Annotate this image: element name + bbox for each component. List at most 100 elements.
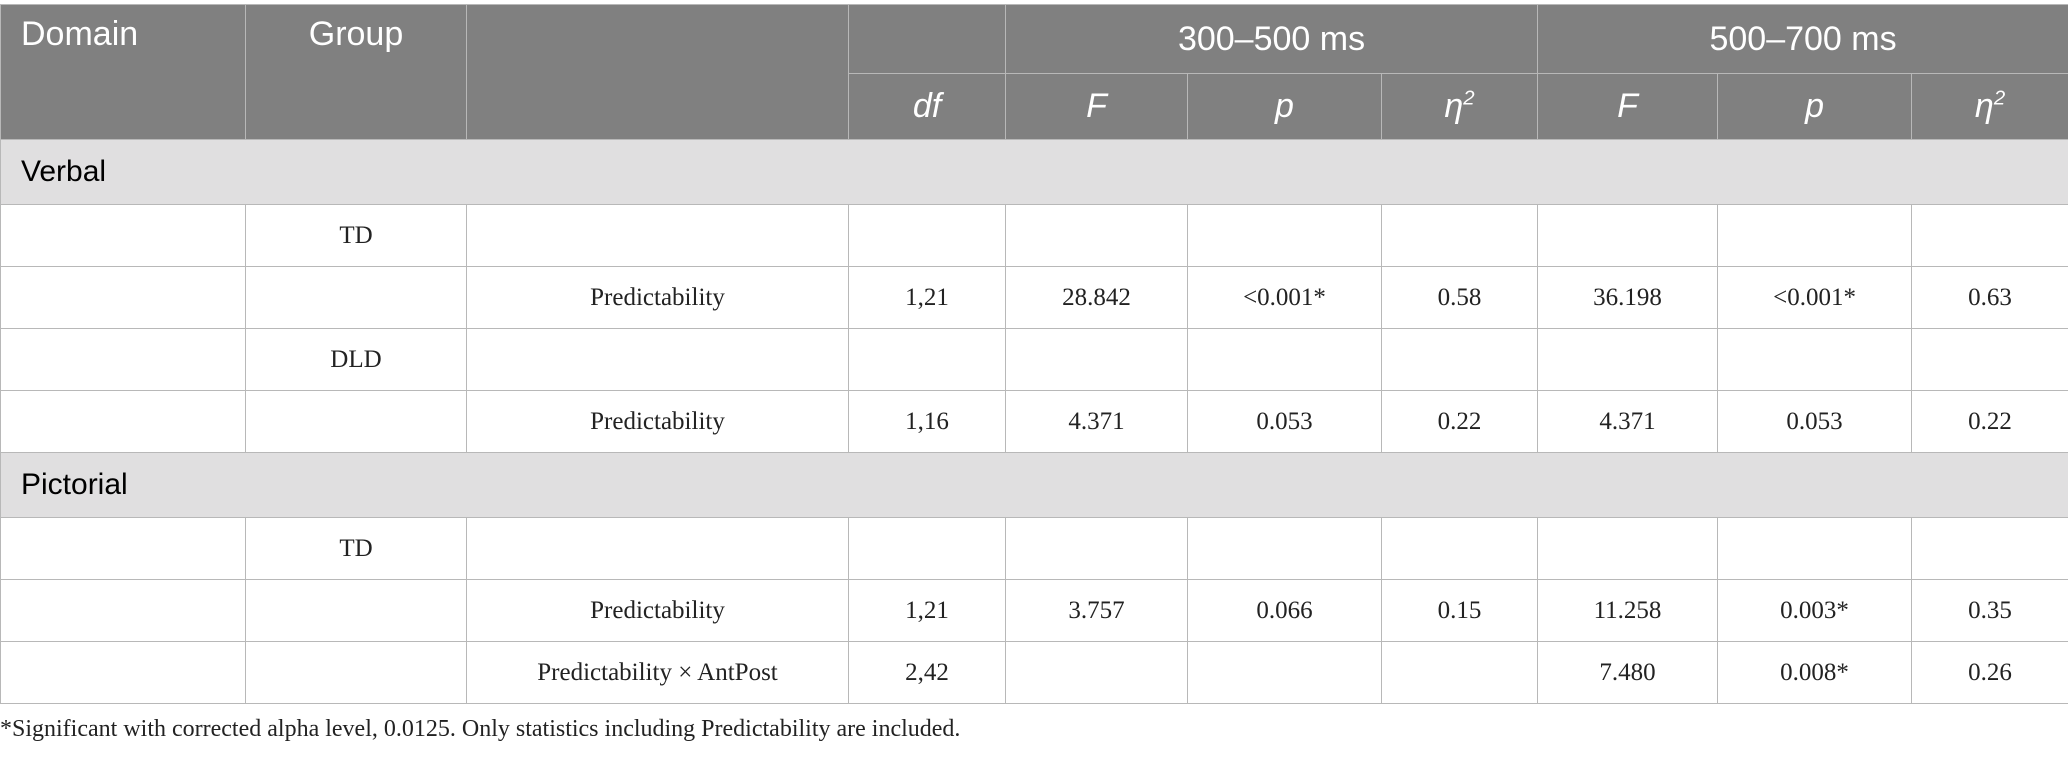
header-cell: df	[848, 73, 1006, 140]
header-cell: F	[1005, 73, 1188, 140]
cell: 0.22	[1380, 390, 1539, 453]
cell	[1911, 517, 2068, 580]
cell: 4.371	[1005, 390, 1188, 453]
cell	[0, 266, 246, 329]
cell	[1187, 641, 1382, 704]
cell	[1187, 328, 1382, 391]
cell	[245, 641, 467, 704]
cell: <0.001*	[1187, 266, 1382, 329]
cell	[1380, 641, 1539, 704]
cell	[1187, 517, 1382, 580]
cell: 0.003*	[1717, 579, 1913, 642]
cell: Predictability	[466, 266, 849, 329]
cell	[1005, 517, 1188, 580]
cell: 1,21	[848, 266, 1006, 329]
cell: 0.26	[1911, 641, 2068, 704]
header-row: df F p η2 F p η2	[1, 73, 2068, 140]
data-row: Predictability 1,16 4.371 0.053 0.22 4.371 0.0…	[0, 390, 2068, 453]
cell	[466, 328, 849, 391]
cell	[0, 517, 246, 580]
cell: <0.001*	[1717, 266, 1913, 329]
cell	[1380, 517, 1539, 580]
cell	[1537, 328, 1719, 391]
header-cell: p	[1187, 73, 1382, 140]
cell: 1,21	[848, 579, 1006, 642]
cell	[1380, 204, 1539, 267]
cell: 0.58	[1380, 266, 1539, 329]
cell	[1005, 328, 1188, 391]
footnote: *Significant with corrected alpha level,…	[0, 716, 961, 742]
header-cell: p	[1717, 73, 1913, 140]
cell: Predictability × AntPost	[466, 641, 849, 704]
data-row: TD	[0, 517, 2068, 580]
section-row: Pictorial	[0, 452, 2068, 518]
cell: 11.258	[1537, 579, 1719, 642]
header-row: Domain Group 300–500 ms 500–700 ms	[0, 4, 2068, 140]
section-row: Verbal	[0, 139, 2068, 205]
cell	[0, 328, 246, 391]
cell: 3.757	[1005, 579, 1188, 642]
cell: TD	[245, 204, 467, 267]
cell	[1717, 328, 1913, 391]
cell	[466, 204, 849, 267]
cell	[848, 328, 1006, 391]
cell: 2,42	[848, 641, 1006, 704]
cell: 28.842	[1005, 266, 1188, 329]
data-row: Predictability 1,21 28.842 <0.001* 0.58 36.19…	[0, 266, 2068, 329]
cell	[245, 390, 467, 453]
data-row: Predictability 1,21 3.757 0.066 0.15 11.258 0.…	[0, 579, 2068, 642]
cell: 0.066	[1187, 579, 1382, 642]
data-row: DLD	[0, 328, 2068, 391]
cell	[245, 266, 467, 329]
cell	[848, 517, 1006, 580]
header-cell: Group	[245, 4, 467, 140]
data-row: Predictability × AntPost 2,42 7.480 0.008* 0…	[0, 641, 2068, 704]
cell: 0.63	[1911, 266, 2068, 329]
eta-sup: 2	[1463, 87, 1475, 110]
eta-symbol: η	[1444, 87, 1464, 125]
cell: 0.22	[1911, 390, 2068, 453]
cell	[1005, 641, 1188, 704]
header-cell: η2	[1380, 73, 1539, 140]
data-row: TD	[0, 204, 2068, 267]
cell: 0.35	[1911, 579, 2068, 642]
cell: 0.15	[1380, 579, 1539, 642]
cell	[1380, 328, 1539, 391]
cell: 1,16	[848, 390, 1006, 453]
header-cell: F	[1537, 73, 1719, 140]
cell: 7.480	[1537, 641, 1719, 704]
cell	[1537, 517, 1719, 580]
section-label: Pictorial	[0, 452, 2068, 518]
cell: 4.371	[1537, 390, 1719, 453]
cell: TD	[245, 517, 467, 580]
cell	[1005, 204, 1188, 267]
cell	[245, 579, 467, 642]
table-body: Verbal TD Predictability 1,21 28.842 <0.001* 0…	[0, 139, 2068, 704]
cell	[848, 204, 1006, 267]
cell: 36.198	[1537, 266, 1719, 329]
cell	[1717, 517, 1913, 580]
cell: DLD	[245, 328, 467, 391]
cell	[1717, 204, 1913, 267]
header-cell: η2	[1911, 73, 2068, 140]
header-cell: 300–500 ms	[1004, 4, 1539, 74]
eta-sup: 2	[1993, 87, 2006, 110]
cell: Predictability	[466, 579, 849, 642]
cell	[0, 579, 246, 642]
cell	[0, 390, 246, 453]
cell	[1911, 328, 2068, 391]
cell	[1911, 204, 2068, 267]
stats-table: Domain Group 300–500 ms 500–700 ms df F …	[0, 4, 2068, 704]
cell: 0.008*	[1717, 641, 1913, 704]
cell	[466, 517, 849, 580]
eta-symbol: η	[1974, 87, 1994, 125]
cell	[0, 204, 246, 267]
header-cell	[848, 4, 1006, 74]
cell: Predictability	[466, 390, 849, 453]
cell	[1187, 204, 1382, 267]
header-cell: Domain	[0, 4, 246, 140]
header-cell: 500–700 ms	[1537, 4, 2068, 74]
cell: 0.053	[1187, 390, 1382, 453]
section-label: Verbal	[0, 139, 2068, 205]
